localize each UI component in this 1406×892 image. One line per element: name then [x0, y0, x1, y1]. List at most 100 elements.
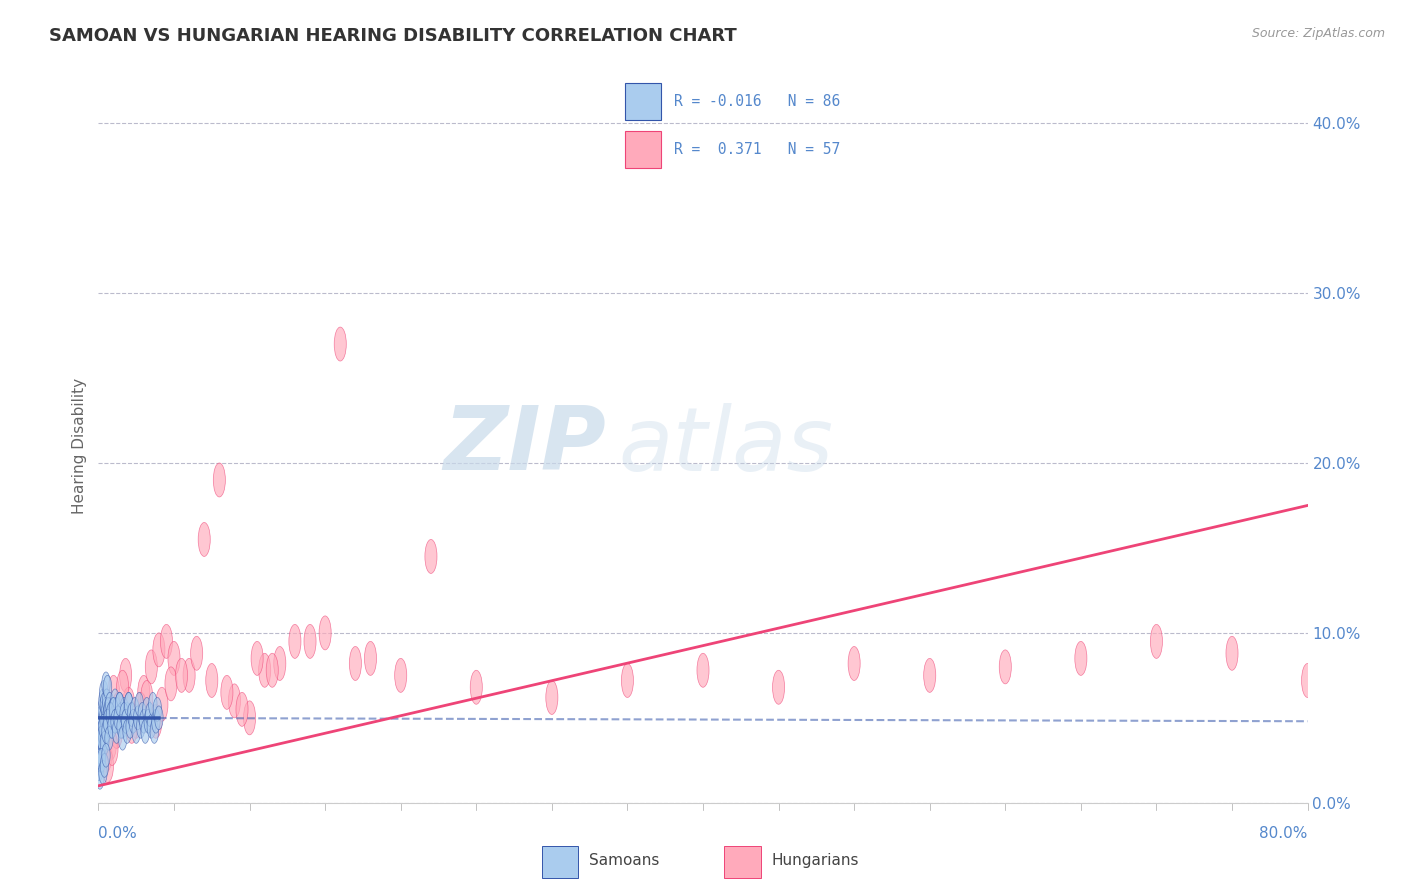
Ellipse shape [274, 647, 285, 681]
Ellipse shape [120, 698, 128, 722]
Ellipse shape [120, 658, 132, 692]
Text: 0.0%: 0.0% [98, 827, 138, 841]
Ellipse shape [100, 739, 112, 772]
Ellipse shape [425, 540, 437, 574]
Ellipse shape [167, 641, 180, 675]
Text: 80.0%: 80.0% [1260, 827, 1308, 841]
Ellipse shape [98, 723, 107, 747]
Ellipse shape [101, 672, 110, 696]
Ellipse shape [96, 714, 104, 739]
Ellipse shape [108, 709, 117, 733]
Ellipse shape [153, 633, 165, 667]
Ellipse shape [107, 675, 120, 709]
Ellipse shape [772, 670, 785, 705]
Ellipse shape [1150, 624, 1163, 658]
Ellipse shape [128, 703, 136, 726]
Ellipse shape [124, 692, 134, 716]
Bar [541, 846, 578, 878]
Ellipse shape [104, 726, 117, 760]
Ellipse shape [120, 703, 128, 726]
Ellipse shape [236, 692, 247, 726]
Text: R = -0.016   N = 86: R = -0.016 N = 86 [675, 94, 841, 109]
Ellipse shape [136, 714, 145, 739]
Ellipse shape [131, 698, 139, 722]
Ellipse shape [105, 726, 114, 750]
Ellipse shape [98, 689, 107, 713]
Ellipse shape [105, 692, 114, 716]
Ellipse shape [114, 706, 122, 730]
Ellipse shape [138, 703, 146, 726]
Ellipse shape [107, 703, 115, 726]
Ellipse shape [98, 714, 107, 739]
Ellipse shape [395, 658, 406, 692]
Ellipse shape [143, 709, 152, 733]
Ellipse shape [141, 720, 149, 743]
Ellipse shape [160, 624, 173, 658]
Ellipse shape [108, 714, 117, 739]
Ellipse shape [214, 463, 225, 497]
Ellipse shape [1074, 641, 1087, 675]
Ellipse shape [319, 615, 332, 650]
Ellipse shape [103, 675, 111, 699]
Ellipse shape [100, 692, 108, 716]
Ellipse shape [259, 653, 271, 687]
Ellipse shape [335, 327, 346, 361]
Ellipse shape [110, 706, 118, 730]
Ellipse shape [96, 740, 104, 764]
Ellipse shape [111, 709, 120, 733]
Ellipse shape [97, 743, 105, 767]
Ellipse shape [266, 653, 278, 687]
Ellipse shape [125, 709, 138, 743]
Ellipse shape [96, 765, 104, 789]
Ellipse shape [1000, 650, 1011, 684]
Ellipse shape [115, 692, 124, 716]
Ellipse shape [100, 731, 108, 756]
Ellipse shape [110, 698, 118, 722]
Ellipse shape [150, 720, 159, 743]
Ellipse shape [129, 709, 138, 733]
Ellipse shape [131, 705, 142, 739]
Ellipse shape [105, 709, 114, 733]
Bar [624, 131, 661, 168]
Ellipse shape [98, 731, 107, 756]
Ellipse shape [117, 703, 125, 726]
Ellipse shape [304, 624, 316, 658]
Ellipse shape [112, 720, 121, 743]
Ellipse shape [364, 641, 377, 675]
Text: SAMOAN VS HUNGARIAN HEARING DISABILITY CORRELATION CHART: SAMOAN VS HUNGARIAN HEARING DISABILITY C… [49, 27, 737, 45]
Ellipse shape [122, 720, 131, 743]
Ellipse shape [848, 647, 860, 681]
Ellipse shape [176, 658, 187, 692]
Ellipse shape [112, 692, 124, 726]
Ellipse shape [100, 754, 108, 777]
Ellipse shape [1226, 636, 1239, 670]
Text: ZIP: ZIP [443, 402, 606, 490]
Ellipse shape [101, 748, 114, 782]
Ellipse shape [145, 650, 157, 684]
Text: Samoans: Samoans [589, 853, 659, 868]
Ellipse shape [98, 760, 107, 784]
Ellipse shape [546, 681, 558, 714]
Ellipse shape [97, 731, 105, 756]
Ellipse shape [198, 523, 211, 557]
Ellipse shape [132, 720, 141, 743]
Ellipse shape [121, 709, 129, 733]
Ellipse shape [135, 692, 143, 716]
Ellipse shape [101, 720, 110, 743]
Ellipse shape [97, 726, 105, 750]
Ellipse shape [142, 698, 150, 722]
Ellipse shape [288, 624, 301, 658]
Ellipse shape [121, 709, 129, 733]
Y-axis label: Hearing Disability: Hearing Disability [72, 378, 87, 514]
Ellipse shape [115, 698, 127, 731]
Ellipse shape [122, 703, 131, 726]
Ellipse shape [156, 687, 167, 722]
Text: Source: ZipAtlas.com: Source: ZipAtlas.com [1251, 27, 1385, 40]
Ellipse shape [114, 709, 122, 733]
Ellipse shape [139, 709, 148, 733]
Text: atlas: atlas [619, 403, 834, 489]
Ellipse shape [148, 714, 156, 739]
Ellipse shape [349, 647, 361, 681]
Ellipse shape [117, 714, 125, 739]
Ellipse shape [124, 692, 134, 716]
